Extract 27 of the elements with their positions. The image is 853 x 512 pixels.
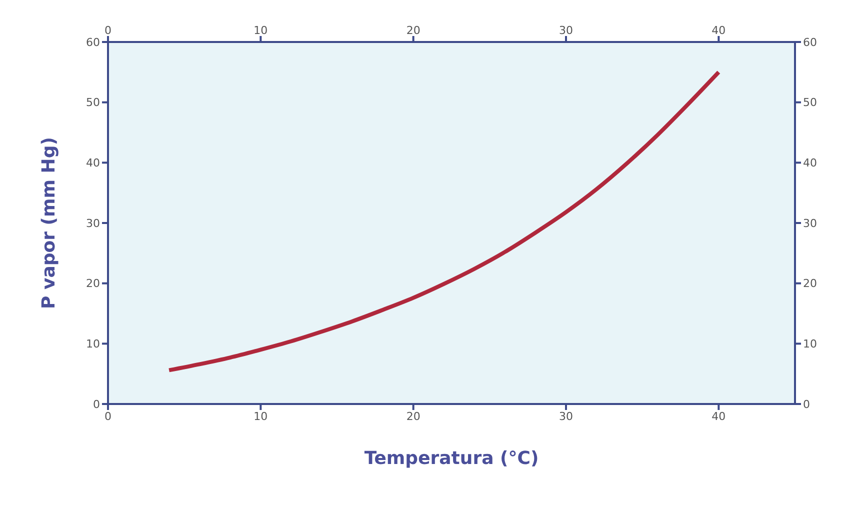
y2-tick-label: 10: [803, 338, 817, 351]
y-tick-label: 30: [86, 216, 100, 230]
x2-tick-label: 20: [406, 410, 420, 423]
x2-tick-label: 40: [712, 410, 726, 423]
y2-tick-label: 60: [803, 36, 817, 49]
line-series: [167, 70, 721, 372]
x2-tick-label: 0: [104, 410, 112, 423]
x-tick-label: 20: [406, 24, 420, 37]
y-tick-label: 60: [86, 36, 100, 49]
x-tick-label: 10: [254, 24, 268, 37]
y-tick-label: 40: [86, 156, 100, 170]
y2-tick-label: 30: [803, 216, 817, 230]
x-tick-label: 30: [559, 24, 573, 37]
y-tick-label: 10: [86, 338, 100, 351]
y-tick-label: 20: [86, 277, 100, 290]
x-tick-label: 0: [104, 24, 112, 37]
x-tick-label: 40: [712, 24, 726, 37]
y-tick-label: 0: [93, 398, 100, 411]
y2-tick-label: 20: [803, 277, 817, 290]
x-axis-title: Temperatura (°C): [364, 448, 539, 469]
y-tick-label: 50: [86, 96, 100, 110]
y2-tick-label: 0: [803, 398, 810, 411]
y2-tick-label: 40: [803, 156, 817, 170]
x2-tick-label: 30: [559, 410, 573, 423]
y2-tick-label: 50: [803, 96, 817, 110]
y-axis-title: P vapor (mm Hg): [38, 137, 60, 309]
x2-tick-label: 10: [254, 410, 268, 423]
